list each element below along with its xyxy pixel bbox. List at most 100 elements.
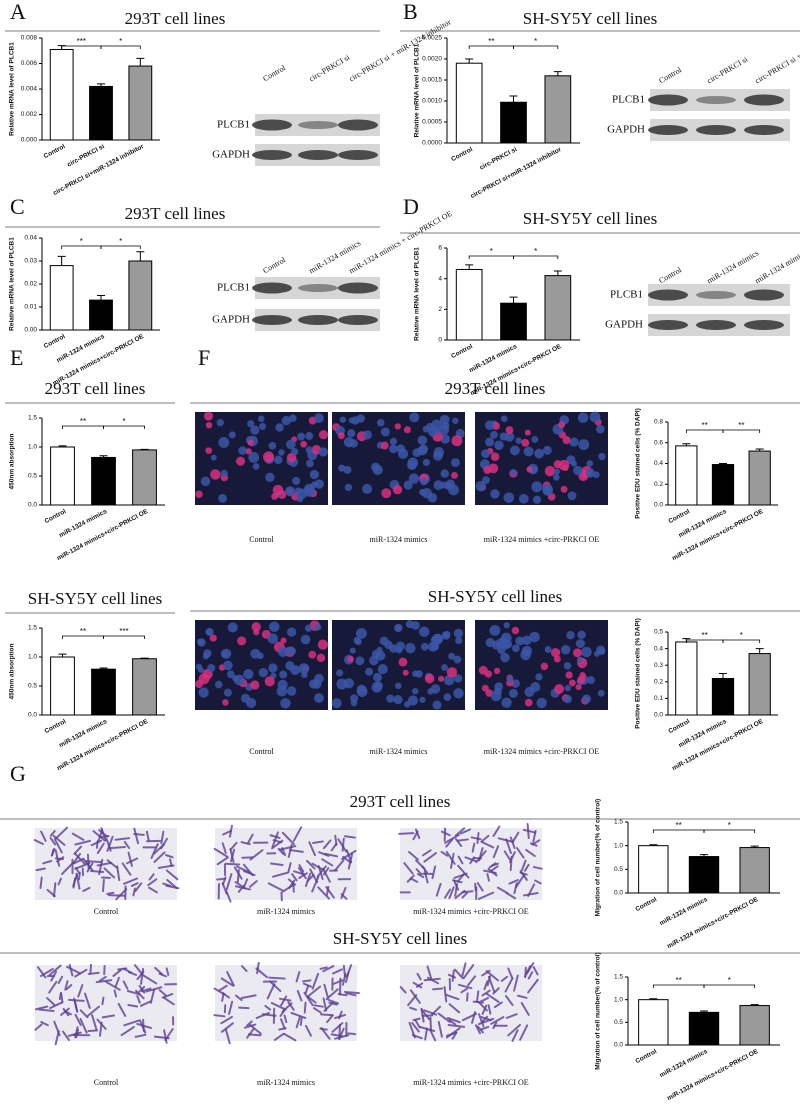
migrated-cell [416, 872, 425, 879]
cell [220, 648, 232, 659]
migrated-cell [344, 971, 350, 984]
cell [515, 437, 522, 444]
migrated-cell [74, 839, 92, 846]
y-tick-label: 0.04 [24, 235, 37, 242]
cell [422, 425, 430, 433]
cell [248, 452, 260, 463]
y-tick-label: 0.5 [654, 629, 663, 636]
cell [218, 493, 227, 503]
blot-row-label: GAPDH [212, 314, 250, 326]
migrated-cell [487, 1004, 492, 1015]
cell [438, 675, 445, 682]
migrated-cell [249, 849, 264, 861]
migrated-cell [220, 1022, 234, 1033]
migrated-cell [408, 1021, 416, 1039]
migrated-cell [327, 998, 340, 1005]
y-tick-label: 0.0020 [422, 56, 442, 63]
x-tick-label: miR-1324 mimics+circ-PRKCI OE [666, 1048, 760, 1102]
cell [223, 688, 232, 697]
migrated-cell [503, 850, 511, 861]
significance-label: * [119, 37, 122, 46]
error-bar [649, 998, 658, 1000]
cell [285, 661, 295, 671]
significance-bracket [685, 429, 724, 433]
migrated-cell [246, 1020, 253, 1027]
cell [227, 622, 238, 633]
cell [544, 646, 552, 653]
migrated-cell [150, 843, 159, 859]
bar [739, 1005, 770, 1046]
cell [220, 469, 228, 477]
cell [450, 458, 460, 468]
migrated-cell [526, 962, 535, 975]
migrated-cell [101, 1014, 116, 1019]
blot-band [338, 282, 378, 294]
lane-label: Control [657, 65, 683, 85]
migrated-cell [424, 1027, 429, 1041]
cell [350, 694, 359, 703]
error-bar [649, 844, 658, 846]
migrated-cell [283, 1014, 288, 1024]
cell [500, 652, 510, 663]
migrated-cell [340, 886, 347, 900]
cell [394, 423, 401, 430]
significance-label: ** [80, 627, 86, 636]
bar [688, 856, 720, 894]
migrated-cell [100, 835, 110, 839]
y-tick-label: 0.03 [24, 258, 37, 265]
y-axis-label: 450nm absorption [9, 433, 16, 489]
migrated-cell [445, 1027, 461, 1039]
cell [562, 436, 571, 445]
blot-band [744, 289, 784, 301]
cell [392, 484, 403, 495]
migrated-cell [103, 867, 116, 879]
migrated-cell [105, 980, 121, 991]
migrated-cell [96, 861, 113, 867]
migrated-cell [421, 849, 432, 857]
migrated-cell [325, 885, 330, 896]
migrated-cell [213, 987, 226, 996]
y-tick-label: 0.0015 [422, 77, 442, 84]
cell [405, 620, 414, 629]
migrated-cell [74, 1026, 79, 1039]
cell [484, 420, 495, 430]
cell [279, 670, 288, 679]
migrated-cell [277, 847, 285, 855]
cell [566, 631, 575, 640]
migrated-cell [460, 987, 469, 994]
cell [286, 686, 297, 696]
migrated-cell [60, 992, 64, 1004]
cell [576, 656, 584, 663]
migrated-cell [280, 1018, 286, 1030]
y-tick-label: 0.008 [21, 35, 38, 42]
blot-band [744, 94, 784, 106]
migrated-cell [454, 827, 466, 837]
cell [286, 439, 296, 450]
cell [489, 624, 501, 636]
cell [454, 674, 463, 683]
cell [286, 452, 297, 463]
error-bar [553, 270, 562, 276]
cell [490, 430, 498, 439]
migrated-cell [522, 828, 537, 834]
blot-row-label: GAPDH [607, 124, 645, 136]
image-caption: miR-1324 mimics +circ-PRKCI OE [484, 747, 600, 756]
bar [91, 456, 116, 506]
migrated-cell [317, 886, 330, 900]
error-bar [750, 1004, 759, 1006]
cell [377, 664, 388, 675]
y-axis-label: Relative mRNA level of PLCB1 [414, 43, 421, 137]
migrated-cell [145, 986, 163, 993]
x-tick-label: Control [634, 896, 658, 913]
cell [560, 485, 568, 493]
cell [443, 675, 455, 686]
migrated-cell [312, 1007, 322, 1014]
migrated-cell [481, 989, 491, 997]
migrated-cell [334, 834, 338, 847]
cell [314, 693, 324, 704]
migrated-cell [426, 976, 440, 985]
cell [550, 648, 561, 658]
cell [272, 484, 284, 496]
cell [564, 684, 571, 692]
cell [518, 493, 529, 504]
